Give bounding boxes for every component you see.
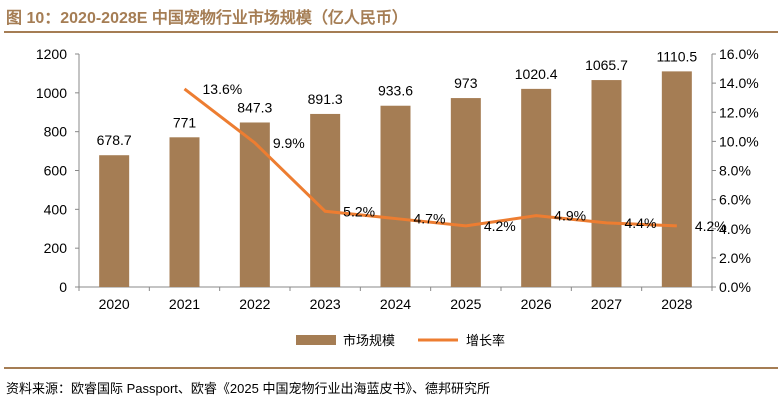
left-tick-label: 1200: [36, 46, 67, 62]
bar: [450, 98, 481, 287]
line-label: 4.4%: [625, 215, 657, 231]
right-tick-label: 2.0%: [719, 250, 751, 266]
bar: [99, 155, 130, 287]
legend-line-label: 增长率: [466, 333, 505, 348]
right-tick-label: 12.0%: [719, 104, 759, 120]
right-tick-label: 4.0%: [719, 221, 751, 237]
line-label: 13.6%: [203, 81, 243, 97]
right-tick-label: 6.0%: [719, 192, 751, 208]
bar-label: 678.7: [97, 132, 132, 148]
bar: [521, 88, 552, 287]
bar: [239, 122, 270, 288]
chart: 0 200 400 600 800 1000 1200 0.0% 2.0% 4.0% 6.0% 8.0…: [36, 46, 759, 348]
bar-label: 1110.5: [656, 48, 697, 64]
right-tick-label: 16.0%: [719, 46, 759, 62]
source-divider: [4, 367, 778, 369]
line-label: 4.9%: [554, 208, 586, 224]
x-tick-label: 2023: [310, 296, 341, 312]
bar-label: 771: [173, 114, 197, 130]
x-tick-label: 2024: [380, 296, 411, 312]
bar-label: 847.3: [237, 99, 272, 115]
legend-bar-label: 市场规模: [343, 333, 395, 348]
chart-title: 图 10：2020-2028E 中国宠物行业市场规模（亿人民币）: [6, 10, 408, 27]
line-label: 5.2%: [343, 203, 375, 219]
growth-line: [183, 87, 677, 228]
x-tick-label: 2021: [169, 296, 200, 312]
bar: [591, 80, 622, 287]
line-label: 9.9%: [273, 135, 305, 151]
left-tick-label: 200: [44, 240, 68, 256]
legend-bar-swatch: [296, 335, 336, 345]
bar: [169, 137, 200, 287]
line-label: 4.2%: [695, 218, 727, 234]
x-tick-label: 2025: [450, 296, 481, 312]
right-tick-label: 0.0%: [719, 279, 751, 295]
bar: [380, 105, 411, 287]
x-tick-label: 2022: [239, 296, 270, 312]
source-note: 资料来源：欧睿国际 Passport、欧睿《2025 中国宠物行业出海蓝皮书》、…: [6, 381, 490, 396]
line-label: 4.2%: [484, 218, 516, 234]
bar-label: 973: [454, 75, 478, 91]
title-divider: [4, 31, 778, 33]
left-tick-label: 600: [44, 163, 68, 179]
bar-label: 1065.7: [585, 57, 628, 73]
bar-label: 891.3: [308, 91, 343, 107]
bar-label: 933.6: [378, 83, 413, 99]
left-tick-label: 800: [44, 124, 68, 140]
left-tick-label: 0: [59, 279, 67, 295]
x-tick-label: 2026: [521, 296, 552, 312]
x-tick-label: 2027: [591, 296, 622, 312]
left-tick-label: 1000: [36, 85, 67, 101]
line-label: 4.7%: [414, 211, 446, 227]
right-tick-label: 8.0%: [719, 163, 751, 179]
right-tick-label: 14.0%: [719, 75, 759, 91]
left-tick-label: 400: [44, 201, 68, 217]
x-tick-label: 2020: [99, 296, 130, 312]
right-tick-label: 10.0%: [719, 133, 759, 149]
bar: [661, 71, 692, 287]
bar-label: 1020.4: [515, 66, 558, 82]
x-tick-label: 2028: [661, 296, 692, 312]
